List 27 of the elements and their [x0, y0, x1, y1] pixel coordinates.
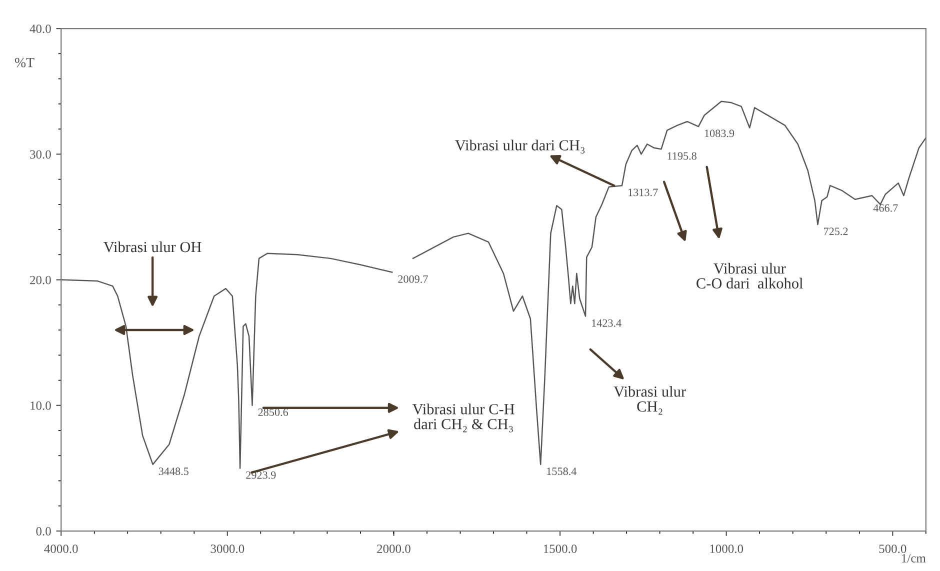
x-tick-label: 1500.0: [544, 544, 577, 554]
annotation: Vibrasi ulur dari CH₃: [455, 140, 585, 154]
annotation: Vibrasi ulur OH: [104, 241, 202, 252]
annotation: Vibrasi ulur CH₂: [614, 386, 686, 415]
annotation: Vibrasi ulur C-H dari CH₂ & CH₃: [412, 404, 514, 432]
annotation: 1313.7: [628, 188, 658, 196]
y-axis-title: %T: [14, 58, 34, 68]
x-tick-label: 3000.0: [210, 544, 244, 554]
annotation: 725.2: [824, 228, 848, 236]
y-tick-label: 30.0: [30, 150, 51, 159]
annotation: 1558.4: [547, 468, 577, 476]
y-tick-label: 0.0: [36, 527, 51, 536]
annotation: 2009.7: [398, 275, 428, 283]
annotation: Vibrasi ulur C-O dari alkohol: [696, 262, 803, 289]
annotation: 3448.5: [158, 468, 188, 476]
annotation: 1195.8: [668, 152, 696, 160]
x-tick-label: 4000.0: [44, 544, 78, 554]
y-tick-label: 10.0: [30, 401, 51, 410]
y-tick-label: 20.0: [30, 276, 51, 284]
y-tick-label: 40.0: [30, 24, 51, 34]
x-tick-label: 500.0: [879, 544, 906, 554]
annotation: 1083.9: [704, 130, 734, 138]
annotation: 1423.4: [592, 319, 622, 327]
annotation: 466.7: [873, 204, 898, 212]
x-tick-label: 1000.0: [710, 544, 744, 554]
x-tick-label: 2000.0: [377, 544, 410, 554]
x-axis-title: 1/cm: [902, 554, 926, 562]
